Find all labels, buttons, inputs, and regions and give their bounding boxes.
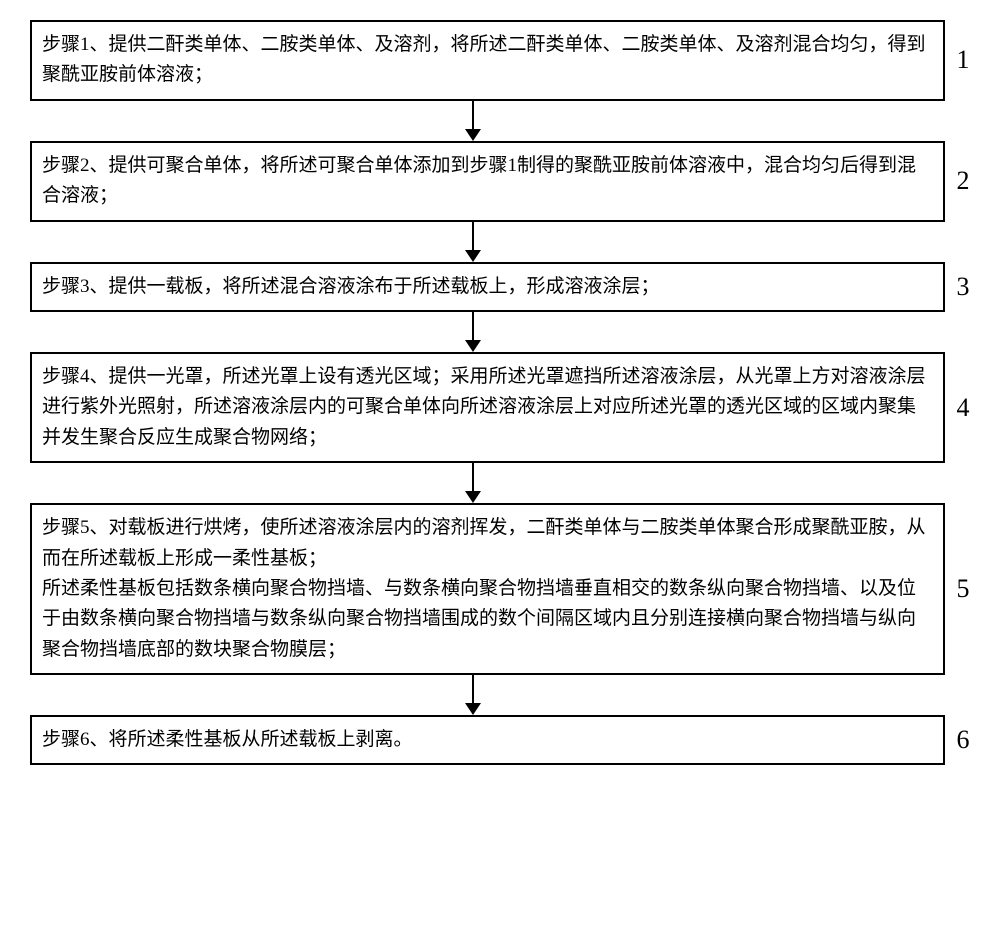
- step-text: 步骤2、提供可聚合单体，将所述可聚合单体添加到步骤1制得的聚酰亚胺前体溶液中，混…: [42, 155, 916, 206]
- step-label-3: 3: [948, 272, 978, 302]
- step-label-2: 2: [948, 166, 978, 196]
- arrow-line: [472, 312, 474, 340]
- step-box-6: 步骤6、将所述柔性基板从所述载板上剥离。: [30, 715, 945, 765]
- arrow-down-icon: [465, 129, 481, 141]
- step-row-6: 步骤6、将所述柔性基板从所述载板上剥离。 6: [30, 715, 970, 765]
- step-row-2: 步骤2、提供可聚合单体，将所述可聚合单体添加到步骤1制得的聚酰亚胺前体溶液中，混…: [30, 141, 970, 222]
- arrow-connector: [465, 312, 481, 352]
- arrow-connector: [465, 675, 481, 715]
- step-box-2: 步骤2、提供可聚合单体，将所述可聚合单体添加到步骤1制得的聚酰亚胺前体溶液中，混…: [30, 141, 945, 222]
- step-text: 步骤1、提供二酐类单体、二胺类单体、及溶剂，将所述二酐类单体、二胺类单体、及溶剂…: [42, 34, 926, 85]
- arrow-line: [472, 675, 474, 703]
- step-text: 步骤3、提供一载板，将所述混合溶液涂布于所述载板上，形成溶液涂层；: [42, 276, 660, 297]
- arrow-down-icon: [465, 703, 481, 715]
- arrow-down-icon: [465, 491, 481, 503]
- step-label-6: 6: [948, 725, 978, 755]
- step-text: 步骤4、提供一光罩，所述光罩上设有透光区域；采用所述光罩遮挡所述溶液涂层，从光罩…: [42, 366, 926, 448]
- step-label-1: 1: [948, 45, 978, 75]
- step-row-5: 步骤5、对载板进行烘烤，使所述溶液涂层内的溶剂挥发，二酐类单体与二胺类单体聚合形…: [30, 503, 970, 675]
- arrow-line: [472, 463, 474, 491]
- step-row-4: 步骤4、提供一光罩，所述光罩上设有透光区域；采用所述光罩遮挡所述溶液涂层，从光罩…: [30, 352, 970, 463]
- step-box-5: 步骤5、对载板进行烘烤，使所述溶液涂层内的溶剂挥发，二酐类单体与二胺类单体聚合形…: [30, 503, 945, 675]
- arrow-connector: [465, 222, 481, 262]
- step-text: 步骤5、对载板进行烘烤，使所述溶液涂层内的溶剂挥发，二酐类单体与二胺类单体聚合形…: [42, 517, 926, 660]
- step-row-1: 步骤1、提供二酐类单体、二胺类单体、及溶剂，将所述二酐类单体、二胺类单体、及溶剂…: [30, 20, 970, 101]
- step-row-3: 步骤3、提供一载板，将所述混合溶液涂布于所述载板上，形成溶液涂层； 3: [30, 262, 970, 312]
- step-box-1: 步骤1、提供二酐类单体、二胺类单体、及溶剂，将所述二酐类单体、二胺类单体、及溶剂…: [30, 20, 945, 101]
- step-label-5: 5: [948, 574, 978, 604]
- arrow-down-icon: [465, 250, 481, 262]
- flowchart-container: 步骤1、提供二酐类单体、二胺类单体、及溶剂，将所述二酐类单体、二胺类单体、及溶剂…: [30, 20, 970, 765]
- step-box-3: 步骤3、提供一载板，将所述混合溶液涂布于所述载板上，形成溶液涂层；: [30, 262, 945, 312]
- step-text: 步骤6、将所述柔性基板从所述载板上剥离。: [42, 729, 413, 750]
- step-box-4: 步骤4、提供一光罩，所述光罩上设有透光区域；采用所述光罩遮挡所述溶液涂层，从光罩…: [30, 352, 945, 463]
- step-label-4: 4: [948, 393, 978, 423]
- arrow-line: [472, 222, 474, 250]
- arrow-connector: [465, 463, 481, 503]
- arrow-connector: [465, 101, 481, 141]
- arrow-down-icon: [465, 340, 481, 352]
- arrow-line: [472, 101, 474, 129]
